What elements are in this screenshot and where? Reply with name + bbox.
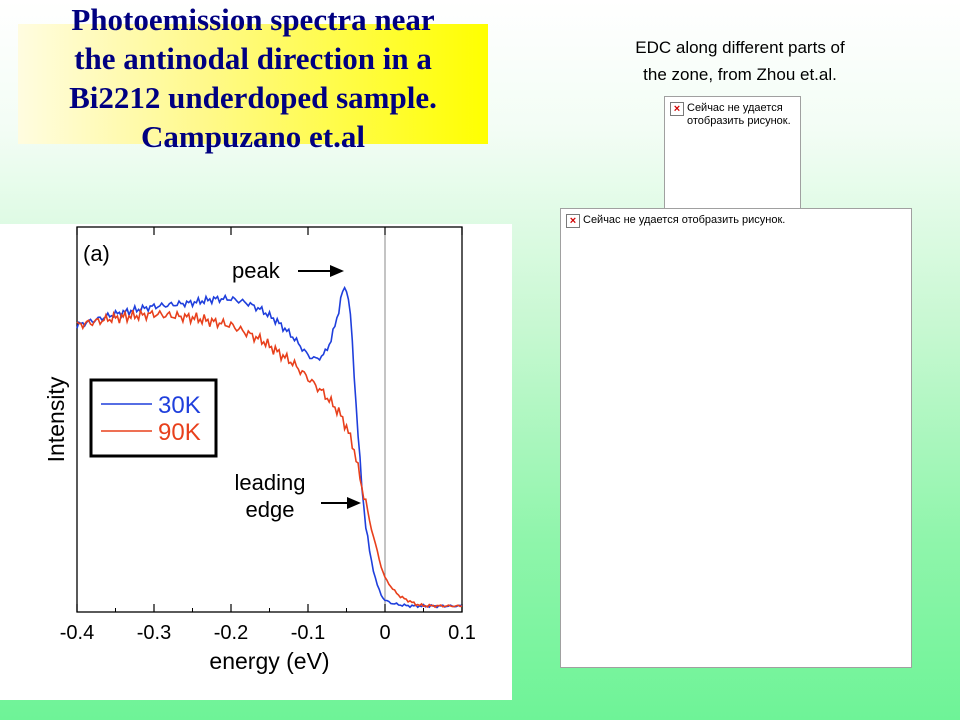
legend-label-90K: 90K xyxy=(158,419,201,446)
title-highlight-box xyxy=(18,24,488,144)
peak-arrowhead xyxy=(330,265,344,277)
annotation-leading-edge: edge xyxy=(246,497,295,522)
legend-label-30K: 30K xyxy=(158,392,201,419)
panel-label: (a) xyxy=(83,241,110,266)
series-line-90K xyxy=(76,308,463,609)
annotation-peak: peak xyxy=(232,258,281,283)
x-axis-title: energy (eV) xyxy=(209,648,329,674)
chart-svg: -0.4 -0.3 -0.2 -0.1 0 0.1 energy (eV) Intensity… xyxy=(43,226,476,674)
annotation-leading-edge: leading xyxy=(235,470,306,495)
x-tick-label: 0.1 xyxy=(448,622,476,644)
slide-title: Photoemission spectra near the antinodal… xyxy=(69,2,437,154)
photoemission-chart: -0.4 -0.3 -0.2 -0.1 0 0.1 energy (eV) Intensity… xyxy=(0,224,512,700)
series-line-30K xyxy=(76,285,463,609)
placeholder-message: Сейчас не удается отобразить рисунок. xyxy=(687,102,791,127)
x-tick-label: 0 xyxy=(379,622,390,644)
x-tick-label: -0.3 xyxy=(137,622,171,644)
x-tick-label: -0.4 xyxy=(60,622,94,644)
legend-box xyxy=(89,378,218,458)
x-tick-label: -0.2 xyxy=(214,622,248,644)
image-placeholder-large: × Сейчас не удается отобразить рисунок. xyxy=(560,208,912,668)
x-tick-label: -0.1 xyxy=(291,622,325,644)
broken-image-icon: × xyxy=(566,214,580,228)
edc-caption: EDC along different parts of the zone, f… xyxy=(635,38,845,84)
leading-edge-arrowhead xyxy=(347,497,361,509)
placeholder-message: Сейчас не удается отобразить рисунок. xyxy=(583,214,786,226)
y-axis-title: Intensity xyxy=(43,376,69,462)
broken-image-icon: × xyxy=(670,102,684,116)
image-placeholder-small: × Сейчас не удается отобразить рисунок. xyxy=(664,96,801,218)
